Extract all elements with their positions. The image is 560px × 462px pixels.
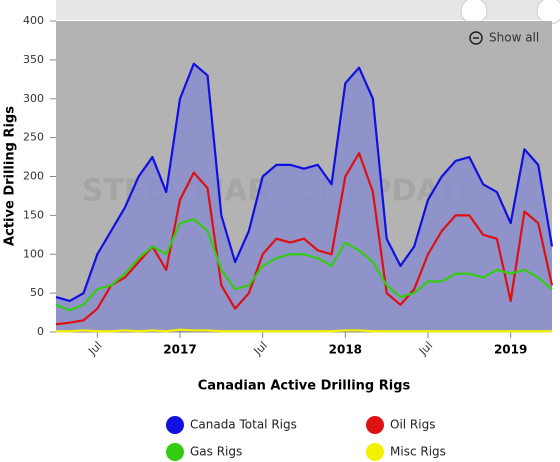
legend-swatch (166, 416, 184, 434)
legend-label: Oil Rigs (390, 418, 435, 432)
x-tick-label: 2017 (163, 343, 196, 357)
series-line (55, 152, 554, 326)
y-axis-label: Active Drilling Rigs (3, 106, 18, 246)
x-tick-label: Jul (416, 339, 435, 358)
chart-title: Canadian Active Drilling Rigs (198, 379, 411, 394)
y-tick-label: 150 (23, 208, 44, 221)
x-tick-label: Jul (85, 339, 104, 358)
series-line (56, 328, 552, 333)
legend-label: Gas Rigs (190, 445, 242, 459)
x-tick-label: 2019 (494, 343, 527, 357)
area (56, 63, 552, 332)
legend-label: Canada Total Rigs (190, 418, 297, 432)
zoom-label: Show all (489, 31, 539, 45)
y-tick-label: 0 (37, 325, 44, 338)
y-tick-label: 250 (23, 131, 44, 144)
legend-swatch (166, 443, 184, 461)
zoom-icon (469, 31, 483, 45)
x-tick-label: Jul (251, 339, 270, 358)
zoom-button[interactable]: Show all (469, 31, 539, 45)
y-tick-label: 300 (23, 92, 44, 105)
series-line (55, 62, 554, 302)
navigator-handle[interactable] (536, 0, 560, 25)
y-tick-label: 400 (23, 14, 44, 27)
y-tick-label: 200 (23, 170, 44, 183)
legend-swatch (366, 443, 384, 461)
x-tick-label: 2018 (329, 343, 362, 357)
legend-label: Misc Rigs (390, 445, 446, 459)
navigator-handle[interactable] (460, 0, 488, 25)
legend-swatch (366, 416, 384, 434)
y-tick-label: 50 (30, 286, 44, 299)
y-tick-label: 350 (23, 53, 44, 66)
y-tick-label: 100 (23, 247, 44, 260)
navigator-bar (56, 0, 552, 20)
series-line (55, 218, 553, 312)
